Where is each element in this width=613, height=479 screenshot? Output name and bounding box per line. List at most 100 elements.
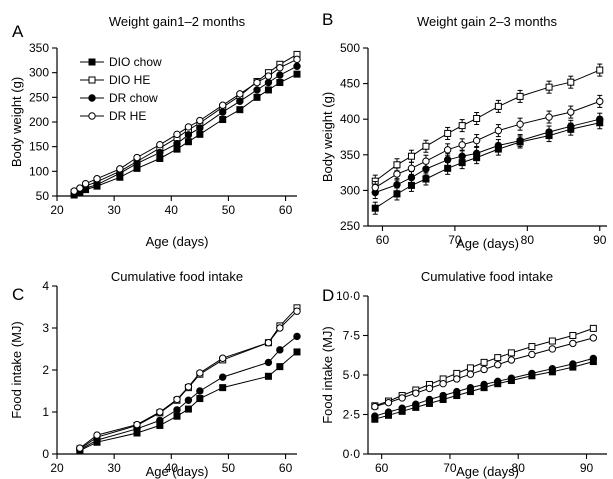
data-point [276,346,284,354]
data-point [507,356,516,364]
x-axis-label: Age (days) [456,464,519,479]
data-point [466,364,474,372]
data-point [293,307,301,315]
data-point [371,204,379,212]
data-point [264,78,273,87]
data-point [184,138,192,146]
data-point [548,337,556,345]
data-point [76,444,84,452]
data-point [528,369,536,378]
data-point [494,361,502,369]
data-point [422,175,430,183]
y-tick-label: 450 [340,77,360,91]
y-tick-label: 10·0 [336,289,360,303]
data-point [219,384,227,392]
data-point [453,387,461,396]
data-point [371,402,379,411]
x-axis-label: Age (days) [146,234,209,249]
data-point [264,72,273,80]
legend-label: DIO chow [109,55,162,69]
series-line [73,73,298,196]
y-tick-label: 7·5 [343,329,361,343]
data-point [276,324,284,332]
legend-label: DR HE [109,109,146,123]
x-tick-label: 60 [375,461,389,475]
series-line [79,307,298,450]
legend-item: DIO chow [80,55,162,69]
data-point [393,190,401,198]
data-point [567,122,575,131]
x-tick-label: 80 [512,461,526,475]
data-point [458,152,466,160]
y-tick-label: 250 [29,90,49,104]
y-tick-label: 0 [42,447,49,461]
data-point [173,412,181,420]
x-tick-label: 60 [279,203,293,217]
data-point [156,148,164,157]
data-point [472,149,481,158]
series-dr-chow [76,332,301,454]
data-point [425,384,434,393]
x-axis-label: Age (days) [146,464,209,479]
data-point [196,395,204,403]
legend-item: DR HE [80,109,146,123]
data-point [371,183,379,192]
data-point [480,380,488,389]
data-point [264,358,273,367]
data-point [439,379,447,388]
y-tick-label: 4 [42,279,49,293]
data-point [398,404,406,412]
data-point [219,354,227,362]
panel-c: C Cumulative food intake 0 1 2 3 4 20 30 40 50 60 Ag… [9,269,301,479]
x-tick-label: 30 [107,203,121,217]
data-point [545,113,553,121]
data-point [371,412,379,420]
data-point [569,332,577,339]
panel-a: A Weight gain1–2 months 50 100 150 200 250 300 3… [9,14,301,249]
data-point [569,339,577,348]
data-point [253,93,261,101]
data-point [293,332,301,341]
data-point [253,86,261,94]
data-point [264,372,272,380]
x-tick-label: 70 [443,461,457,475]
data-point [466,370,475,378]
data-point [516,120,524,128]
x-tick-label: 60 [376,233,390,247]
data-point [236,106,244,114]
data-point [480,365,488,374]
data-point [425,395,434,404]
series-line [73,58,298,192]
data-point [494,377,502,386]
data-point [276,79,284,87]
data-point [384,398,393,407]
data-point [264,86,272,94]
data-point [156,140,164,149]
data-point [494,126,503,135]
data-point [184,383,193,391]
legend-label: DR chow [109,91,158,105]
data-point [293,62,301,70]
y-axis-label: Body weight (g) [9,77,24,167]
data-point [596,66,604,74]
y-axis-label: Food intake (MJ) [320,326,335,424]
series-dr-chow [371,354,598,420]
data-point [545,128,553,136]
data-point [219,116,227,124]
data-point [184,123,193,131]
x-tick-label: 20 [50,461,64,475]
y-axis-label: Body weight (g) [320,92,335,182]
data-point [93,175,101,183]
legend-marker [88,58,96,66]
y-tick-label: 50 [36,189,50,203]
data-point [184,405,192,413]
y-tick-label: 5·0 [343,368,361,382]
series-dr-he [371,94,604,195]
panel-b: B Weight gain 2–3 months 250 300 350 400 450 50… [320,10,607,251]
series-line [73,53,298,193]
y-tick-label: 500 [340,41,360,55]
data-point [293,348,301,356]
series-dr-he [371,334,598,411]
data-point [507,349,515,357]
data-point [443,156,452,164]
